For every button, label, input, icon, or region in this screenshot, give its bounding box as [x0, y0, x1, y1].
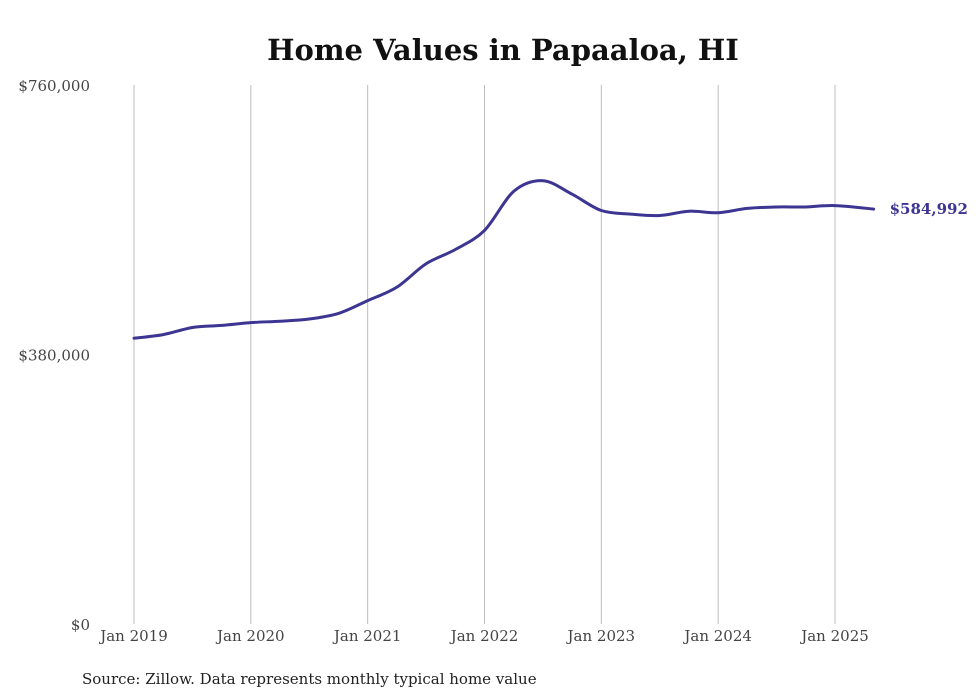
gridlines	[133, 85, 836, 624]
x-tick-label: Jan 2023	[566, 627, 636, 645]
source-note: Source: Zillow. Data represents monthly …	[82, 670, 537, 688]
y-tick-label: $0	[71, 616, 90, 634]
x-tick-label: Jan 2022	[449, 627, 519, 645]
home-value-line	[132, 179, 876, 340]
x-tick-label: Jan 2025	[799, 627, 869, 645]
y-axis-ticks: $0 $380,000 $760,000	[18, 77, 90, 634]
chart-title: Home Values in Papaaloa, HI	[267, 33, 739, 67]
x-axis-ticks: Jan 2019 Jan 2020 Jan 2021 Jan 2022 Jan 2023…	[98, 627, 869, 645]
x-tick-label: Jan 2021	[332, 627, 402, 645]
x-tick-label: Jan 2024	[682, 627, 752, 645]
x-tick-label: Jan 2019	[98, 627, 168, 645]
latest-value-label: $584,992	[890, 200, 968, 218]
y-tick-label: $760,000	[18, 77, 90, 95]
x-tick-label: Jan 2020	[215, 627, 285, 645]
y-tick-label: $380,000	[18, 347, 90, 365]
